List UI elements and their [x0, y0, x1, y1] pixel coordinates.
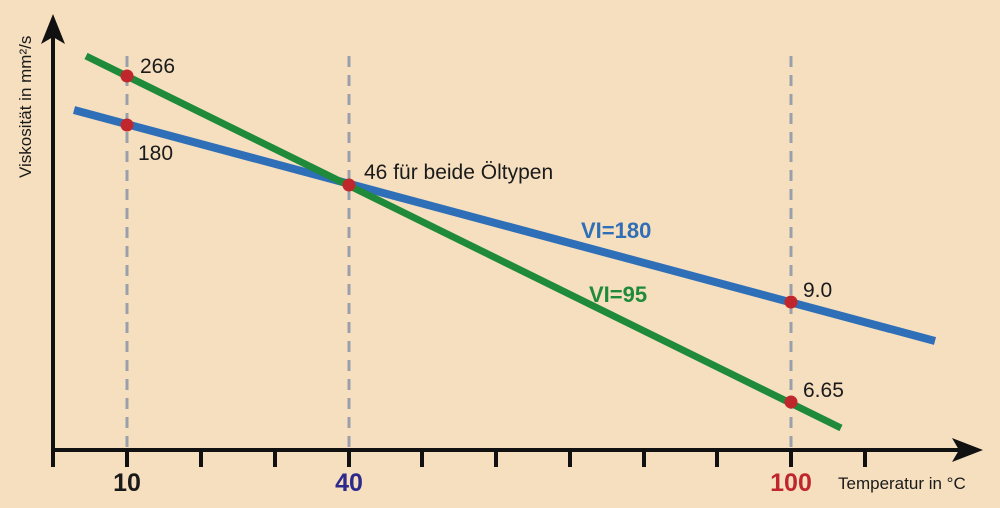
x-axis [51, 438, 983, 467]
x-axis-ticks [51, 450, 867, 467]
marker-vi95-10 [120, 69, 134, 83]
annotation-180: 180 [138, 142, 173, 165]
annotation-46: 46 für beide Öltypen [364, 161, 553, 184]
x-axis-title: Temperatur in °C [838, 474, 966, 493]
annotation-9-0: 9.0 [803, 279, 832, 302]
x-tick-label-40: 40 [335, 469, 363, 497]
marker-vi180-10 [120, 118, 134, 132]
x-tick-label-10: 10 [113, 469, 141, 497]
series-line-vi95 [84, 52, 843, 432]
y-axis [41, 14, 65, 452]
annotation-6-65: 6.65 [803, 379, 844, 402]
x-tick-label-100: 100 [770, 469, 812, 497]
guide-lines [125, 56, 793, 450]
series-line-vi180 [72, 106, 937, 345]
y-axis-title: Viskosität in mm²/s [16, 36, 35, 178]
marker-both-40 [342, 178, 356, 192]
data-markers [120, 69, 798, 409]
y-axis-arrow-icon [41, 14, 65, 44]
series-label-vi95: VI=95 [589, 282, 647, 307]
annotation-266: 266 [140, 55, 175, 78]
x-axis-arrow-icon [952, 438, 983, 462]
marker-vi95-100 [784, 395, 798, 409]
series-label-vi180: VI=180 [581, 218, 651, 243]
marker-vi180-100 [784, 295, 798, 309]
